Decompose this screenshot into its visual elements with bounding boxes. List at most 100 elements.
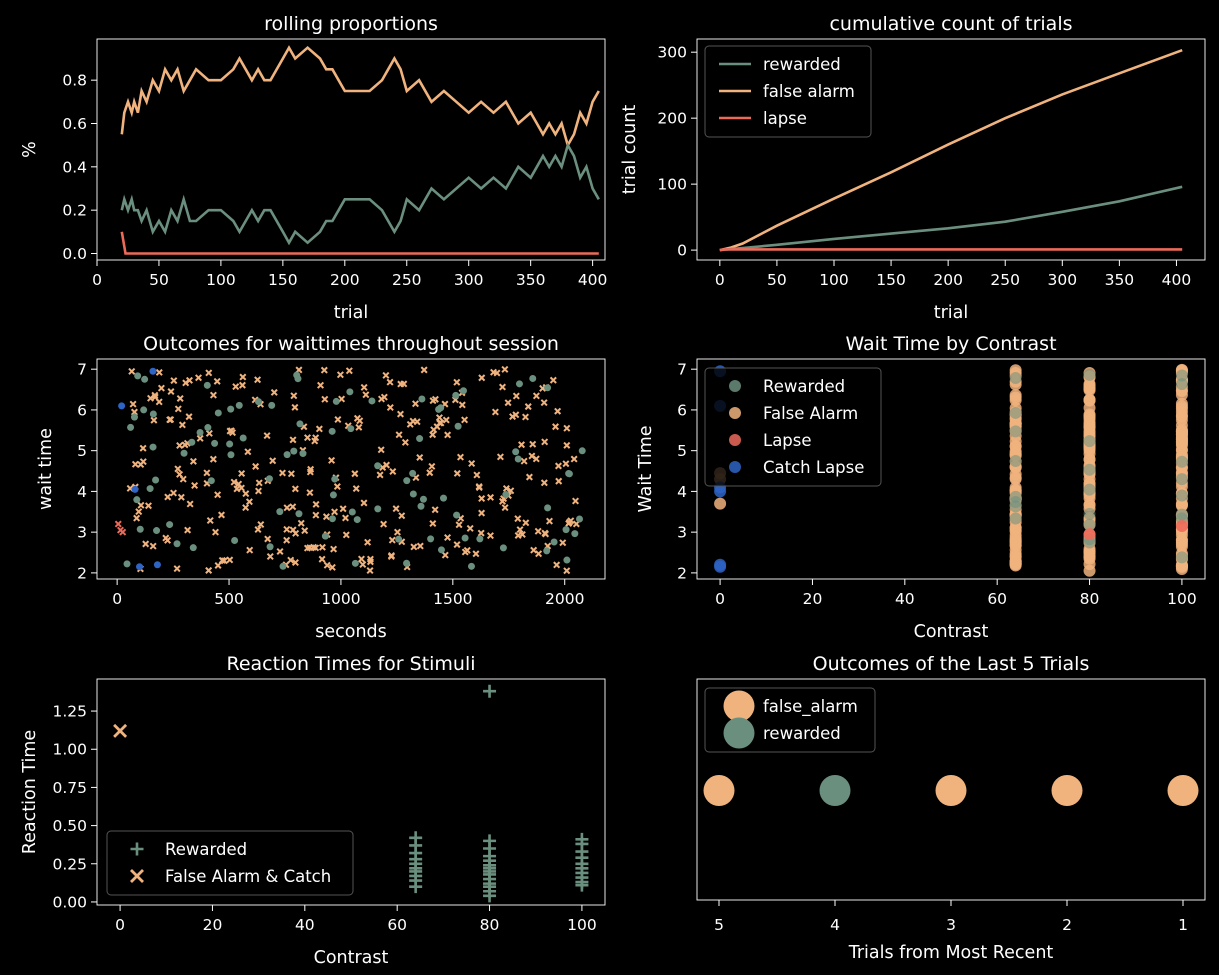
point-false-alarm xyxy=(473,471,481,479)
y-tick-label: 0.25 xyxy=(52,855,87,873)
point-false-alarm xyxy=(364,538,372,546)
point-rewarded xyxy=(254,398,262,406)
point-false-alarm xyxy=(468,459,476,468)
point-false-alarm xyxy=(441,551,449,559)
y-tick-label: 7 xyxy=(677,361,687,379)
point-rewarded xyxy=(1083,463,1096,476)
point-false-alarm xyxy=(466,524,474,532)
point-rewarded xyxy=(1175,455,1188,468)
legend-label-rewarded: Rewarded xyxy=(165,840,247,859)
point-false-alarm xyxy=(1175,414,1188,427)
point-false-alarm xyxy=(435,414,443,422)
point-false-alarm xyxy=(352,485,360,493)
x-axis-label: Contrast xyxy=(914,622,989,642)
point-false-alarm xyxy=(524,403,532,411)
y-tick-label: 0.4 xyxy=(62,158,87,176)
point-false-alarm xyxy=(206,516,214,524)
point-false-alarm xyxy=(226,427,234,435)
point-false-alarm xyxy=(1083,382,1096,395)
point-rewarded xyxy=(268,401,276,409)
point-false-alarm xyxy=(529,440,537,448)
point-false-alarm xyxy=(170,377,178,385)
point-rewarded xyxy=(231,537,239,545)
point-rewarded xyxy=(149,410,157,418)
point-false-alarm xyxy=(514,515,522,523)
x-tick-label: 4 xyxy=(830,916,840,934)
point-rewarded xyxy=(440,494,448,502)
point-false-alarm xyxy=(501,504,509,512)
point-false-alarm xyxy=(502,484,510,492)
point-false-alarm xyxy=(178,421,186,429)
point-false-alarm xyxy=(270,388,278,396)
point-false-alarm xyxy=(137,461,145,469)
point-false-alarm xyxy=(133,514,141,522)
point-rewarded xyxy=(173,540,181,548)
point-false-alarm xyxy=(416,453,424,461)
point-rewarded xyxy=(1175,489,1188,502)
point-false-alarm xyxy=(242,504,250,512)
panel-reaction: Reaction Times for Stimuli Contrast Reacti… xyxy=(20,653,606,968)
point-false-alarm xyxy=(151,393,159,401)
point-lapse xyxy=(119,528,127,536)
point-rewarded xyxy=(1009,500,1022,513)
point-false-alarm xyxy=(396,410,404,418)
y-tick-label: 0.00 xyxy=(52,893,87,911)
x-tick-label: 60 xyxy=(387,916,407,934)
point-rewarded xyxy=(461,534,469,542)
point-false-alarm xyxy=(1175,435,1188,448)
point-false-alarm xyxy=(409,417,417,425)
point-rewarded xyxy=(576,515,584,523)
point-false-alarm xyxy=(389,467,397,475)
point-false-alarm xyxy=(477,529,485,537)
point-rewarded xyxy=(1083,435,1096,448)
legend-label-false_alarm: False Alarm xyxy=(763,404,858,423)
point-false-alarm xyxy=(323,561,331,569)
x-tick-label: 0 xyxy=(715,271,725,289)
x-tick-label: 150 xyxy=(876,271,906,289)
point-false-alarm xyxy=(442,416,450,424)
point-false-alarm xyxy=(266,552,274,560)
point-rewarded xyxy=(544,504,552,512)
point-false-alarm xyxy=(242,490,250,498)
point-false-alarm xyxy=(213,377,221,385)
point-rewarded xyxy=(265,475,273,483)
point-false-alarm xyxy=(269,457,277,465)
point-false-alarm xyxy=(205,369,213,377)
point-rewarded xyxy=(348,508,356,516)
x-tick-label: 500 xyxy=(214,590,244,608)
point-false-alarm xyxy=(376,471,384,479)
point-rewarded xyxy=(203,381,211,389)
point-rewarded xyxy=(1083,518,1096,531)
panel-lasttrials: Outcomes of the Last 5 Trials Trials from… xyxy=(696,653,1206,963)
point-false-alarm xyxy=(182,379,190,387)
point-rewarded xyxy=(563,556,571,564)
point-rewarded xyxy=(180,449,188,457)
point-rewarded xyxy=(459,387,467,395)
panel-rolling: rolling proportions trial% 0 50 100 150 200 250… xyxy=(20,13,607,323)
point-rewarded xyxy=(483,889,497,903)
point-rewarded xyxy=(1083,368,1096,381)
point-rewarded xyxy=(1175,551,1188,564)
x-axis-label: trial xyxy=(934,303,969,323)
point-false-alarm xyxy=(410,543,418,551)
point-false-alarm xyxy=(416,542,424,550)
point-false-alarm xyxy=(1175,388,1188,401)
point-false-alarm xyxy=(139,444,147,452)
point-false-alarm xyxy=(935,775,967,806)
point-catch-lapse xyxy=(153,561,161,569)
point-false-alarm xyxy=(113,723,128,738)
point-false-alarm xyxy=(359,561,367,569)
point-rewarded xyxy=(571,530,579,538)
point-false-alarm xyxy=(195,374,203,382)
y-tick-label: 2 xyxy=(77,564,87,582)
point-false-alarm xyxy=(567,517,575,525)
series-line-lapse xyxy=(719,248,1183,252)
point-rewarded xyxy=(332,397,340,405)
point-false-alarm xyxy=(571,497,580,505)
x-tick-label: 0 xyxy=(115,916,125,934)
point-false-alarm xyxy=(312,500,320,508)
point-rewarded xyxy=(1175,369,1188,382)
point-false-alarm xyxy=(486,532,494,540)
point-false-alarm xyxy=(328,563,336,571)
point-false-alarm xyxy=(203,469,211,477)
